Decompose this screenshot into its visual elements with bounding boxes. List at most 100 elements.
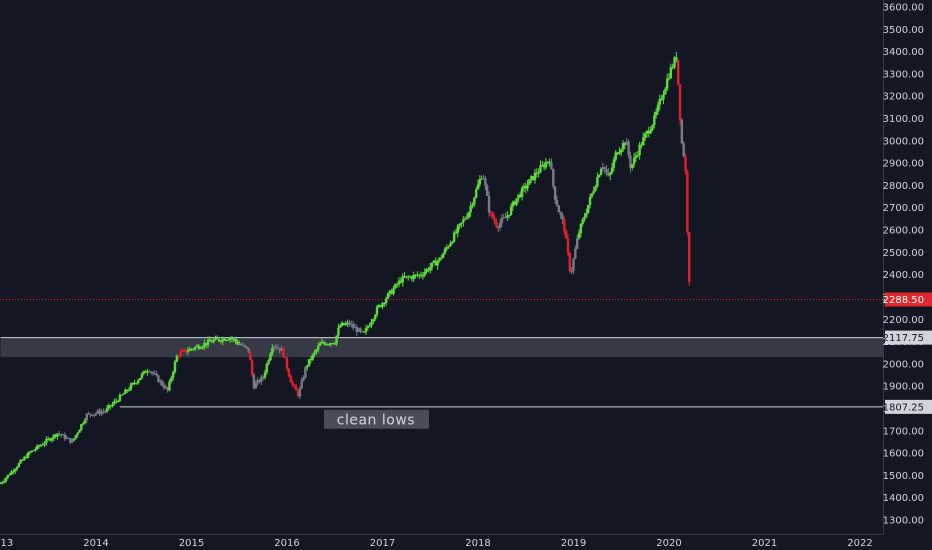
candle-body: [1, 482, 4, 484]
x-tick-label: 2022: [847, 538, 872, 549]
candle-body: [230, 337, 234, 339]
candle-body: [182, 349, 186, 351]
candle-body: [252, 375, 256, 389]
candle-body: [298, 388, 302, 397]
candle-body: [458, 223, 461, 227]
candle-body: [61, 434, 65, 436]
candle-body: [643, 133, 647, 138]
x-tick-label: 2020: [656, 538, 681, 549]
candle-body: [561, 215, 564, 220]
horizontal-lines-layer: [0, 299, 883, 408]
candle-body: [362, 331, 366, 333]
candle-body: [443, 248, 447, 254]
candle-body: [370, 321, 373, 326]
candle-body: [28, 452, 32, 454]
candle-body: [632, 157, 636, 165]
y-tick-label: 2400.00: [883, 270, 924, 281]
candle-body: [465, 217, 469, 219]
candle-body: [504, 217, 507, 219]
candle-body: [8, 474, 11, 476]
candle-body: [287, 368, 291, 376]
candle-body: [94, 413, 98, 415]
candle-body: [566, 238, 570, 253]
candle-body: [105, 407, 109, 412]
zone-top-price-tag-bg: [885, 330, 932, 345]
candle-body: [333, 343, 336, 345]
candle-body: [513, 201, 516, 205]
candle-body: [601, 167, 605, 169]
y-tick-label: 3300.00: [883, 69, 924, 80]
candle-body: [563, 219, 566, 232]
candle-body: [151, 372, 155, 374]
candle-body: [225, 339, 228, 341]
candle-body: [50, 438, 54, 441]
candle-body: [645, 130, 649, 134]
candle-body: [243, 344, 246, 347]
candle-body: [467, 212, 471, 218]
candle-body: [184, 349, 188, 353]
y-tick-label: 1600.00: [883, 449, 924, 460]
candle-body: [135, 382, 138, 384]
candle-body: [115, 401, 118, 403]
y-tick-label: 1900.00: [883, 382, 924, 393]
candle-body: [544, 162, 548, 168]
candle-body: [15, 467, 19, 470]
candle-body: [188, 348, 191, 351]
candle-body: [511, 201, 515, 207]
candle-body: [25, 456, 28, 458]
candle-body: [588, 196, 592, 205]
candle-body: [47, 438, 50, 440]
candle-body: [296, 390, 300, 397]
candle-body: [30, 450, 33, 453]
candle-body: [520, 187, 524, 197]
candle-body: [107, 405, 111, 408]
candle-body: [537, 172, 540, 174]
candle-body: [186, 350, 190, 353]
candle-body: [678, 84, 682, 120]
candle-body: [451, 241, 454, 244]
candle-body: [324, 343, 327, 345]
candle-body: [524, 185, 527, 189]
y-tick-label: 2800.00: [883, 181, 924, 192]
candle-body: [272, 346, 276, 348]
candle-body: [223, 338, 226, 341]
candle-body: [118, 394, 122, 402]
clean-lows-price-tag-bg: [885, 399, 932, 414]
candle-body: [373, 315, 377, 320]
candle-body: [662, 94, 665, 100]
candle-body: [375, 307, 379, 316]
candle-body: [381, 302, 384, 307]
candle-body: [41, 444, 44, 446]
candle-body: [37, 445, 41, 447]
candle-body: [500, 218, 504, 223]
candle-body: [548, 161, 551, 163]
y-tick-label: 3400.00: [883, 47, 924, 58]
candle-body: [462, 219, 465, 223]
candle-body: [627, 141, 630, 156]
candle-body: [399, 280, 403, 283]
candle-body: [542, 164, 546, 168]
candle-body: [449, 243, 452, 247]
y-axis[interactable]: 1300.001400.001500.001600.001700.001800.…: [883, 3, 924, 527]
candle-body: [276, 347, 280, 349]
candle-body: [421, 275, 425, 277]
candle-body: [137, 380, 140, 383]
candle-body: [331, 343, 335, 345]
candle-body: [17, 463, 21, 468]
candle-body: [254, 383, 257, 389]
candle-body: [675, 57, 678, 60]
candle-body: [682, 143, 685, 157]
candle-body: [487, 195, 491, 213]
candle-body: [197, 345, 201, 349]
candle-body: [522, 185, 526, 188]
candle-body: [634, 155, 638, 158]
candle-body: [605, 169, 608, 173]
candle-body: [664, 88, 667, 95]
x-tick-label: 2014: [83, 538, 108, 549]
x-axis[interactable]: 2013 2014 2015 2016 2017 2018 2019 2020 2021 2022: [0, 538, 873, 549]
candle-body: [383, 302, 386, 304]
candle-body: [59, 434, 63, 436]
candle-body: [306, 365, 309, 368]
candle-body: [228, 337, 232, 340]
